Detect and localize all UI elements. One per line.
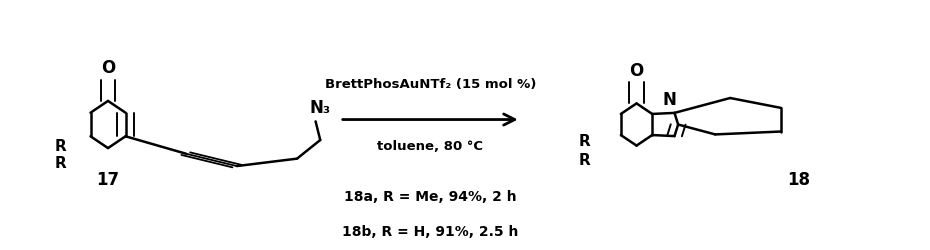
Text: R: R [578,152,591,167]
Text: N₃: N₃ [310,98,331,116]
Text: 18a, R = Me, 94%, 2 h: 18a, R = Me, 94%, 2 h [344,189,516,203]
Text: R: R [55,138,66,154]
Text: 18: 18 [788,170,810,188]
Text: O: O [630,61,644,79]
Text: N: N [663,90,677,108]
Text: R: R [55,156,66,171]
Text: O: O [100,59,115,77]
Text: 18b, R = H, 91%, 2.5 h: 18b, R = H, 91%, 2.5 h [342,224,518,238]
Text: toluene, 80 °C: toluene, 80 °C [378,140,484,153]
Text: R: R [578,134,591,148]
Text: 17: 17 [97,170,120,188]
Text: BrettPhosAuNTf₂ (15 mol %): BrettPhosAuNTf₂ (15 mol %) [325,78,536,90]
